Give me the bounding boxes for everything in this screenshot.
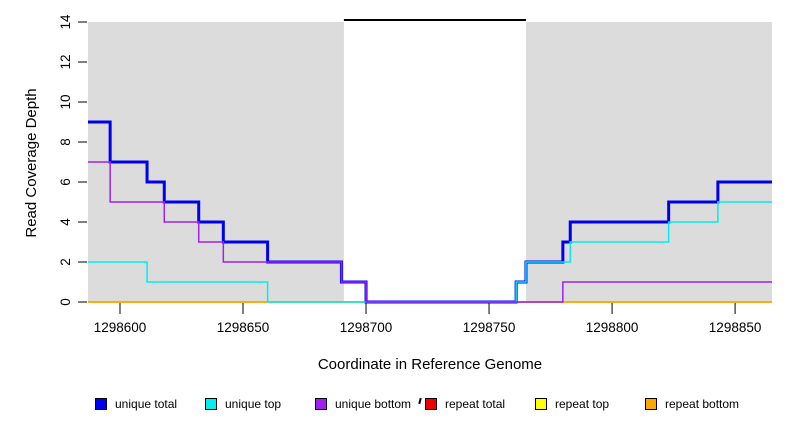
x-tick-label: 1298600	[94, 320, 147, 335]
y-tick-label: 2	[58, 258, 73, 266]
series-unique-top	[88, 201, 772, 303]
legend-item-repeat-top: repeat top	[535, 396, 645, 412]
legend-label: repeat total	[445, 397, 506, 411]
y-tick-label: 14	[58, 14, 73, 30]
legend-item-unique-bottom: unique bottom	[315, 396, 425, 412]
legend-item-repeat-bottom: repeat bottom	[645, 396, 755, 412]
y-axis-title: Read Coverage Depth	[23, 88, 40, 238]
x-tick-label: 1298700	[340, 320, 393, 335]
legend-swatch	[315, 398, 327, 410]
y-tick-label: 12	[58, 54, 73, 69]
legend: unique total unique top unique bottom repea…	[95, 396, 755, 412]
legend-swatch	[425, 398, 437, 410]
shaded-region	[525, 22, 772, 302]
legend-swatch	[205, 398, 217, 410]
legend-item-unique-total: unique total	[95, 396, 205, 412]
legend-item-unique-top: unique top	[205, 396, 315, 412]
legend-label: repeat top	[555, 397, 610, 411]
plot-area: 1298600 1298650 1298700 1298750 1298800 12988…	[58, 14, 772, 335]
x-tick-label: 1298850	[709, 320, 762, 335]
x-tick-label: 1298800	[586, 320, 639, 335]
y-tick-label: 8	[58, 138, 73, 146]
y-tick-label: 0	[58, 298, 73, 306]
x-tick-label: 1298750	[463, 320, 516, 335]
legend-label: unique top	[225, 397, 282, 411]
legend-swatch	[535, 398, 547, 410]
y-tick-label: 4	[58, 218, 73, 226]
y-tick-label: 6	[58, 178, 73, 186]
y-tick-label: 10	[58, 94, 73, 109]
x-tick-label: 1298650	[217, 320, 270, 335]
legend-label: unique bottom	[335, 397, 412, 411]
series-unique-bottom	[88, 161, 772, 303]
legend-item-repeat-total: repeat total	[425, 396, 535, 412]
legend-label: unique total	[115, 397, 178, 411]
legend-swatch	[95, 398, 107, 410]
x-axis-title: Coordinate in Reference Genome	[317, 356, 543, 373]
legend-label: repeat bottom	[665, 397, 740, 411]
legend-swatch	[645, 398, 657, 410]
